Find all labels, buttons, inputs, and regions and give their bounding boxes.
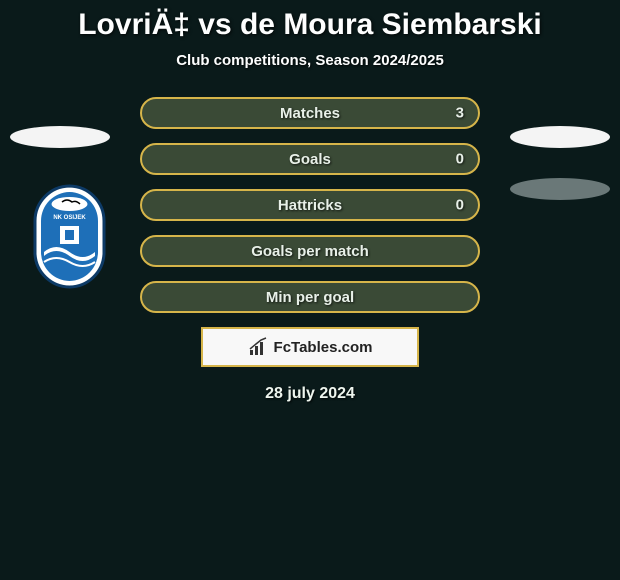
player-right-oval-1 bbox=[510, 126, 610, 148]
infographic-container: LovriÄ‡ vs de Moura Siembarski Club comp… bbox=[0, 0, 620, 580]
stat-value: 3 bbox=[456, 105, 464, 122]
stat-value: 0 bbox=[456, 151, 464, 168]
stat-label: Hattricks bbox=[278, 197, 342, 214]
source-logo-text: FcTables.com bbox=[274, 339, 373, 356]
stat-row-goals-per-match: Goals per match bbox=[140, 235, 480, 267]
page-title: LovriÄ‡ vs de Moura Siembarski bbox=[0, 8, 620, 42]
stat-label: Min per goal bbox=[266, 289, 354, 306]
player-right-oval-2 bbox=[510, 178, 610, 200]
stat-row-matches: Matches 3 bbox=[140, 97, 480, 129]
stat-rows: Matches 3 Goals 0 Hattricks 0 Goals per … bbox=[140, 97, 480, 313]
svg-text:NK OSIJEK: NK OSIJEK bbox=[53, 215, 86, 221]
club-badge: NK OSIJEK bbox=[32, 184, 107, 289]
player-left-oval bbox=[10, 126, 110, 148]
subtitle: Club competitions, Season 2024/2025 bbox=[0, 52, 620, 69]
stat-row-goals: Goals 0 bbox=[140, 143, 480, 175]
source-logo-box: FcTables.com bbox=[201, 327, 419, 367]
date-text: 28 july 2024 bbox=[0, 385, 620, 403]
stat-label: Matches bbox=[280, 105, 340, 122]
stat-label: Goals bbox=[289, 151, 331, 168]
stat-row-min-per-goal: Min per goal bbox=[140, 281, 480, 313]
stat-row-hattricks: Hattricks 0 bbox=[140, 189, 480, 221]
bar-chart-icon bbox=[248, 336, 270, 358]
stat-label: Goals per match bbox=[251, 243, 369, 260]
shield-icon: NK OSIJEK bbox=[32, 184, 107, 289]
stat-value: 0 bbox=[456, 197, 464, 214]
